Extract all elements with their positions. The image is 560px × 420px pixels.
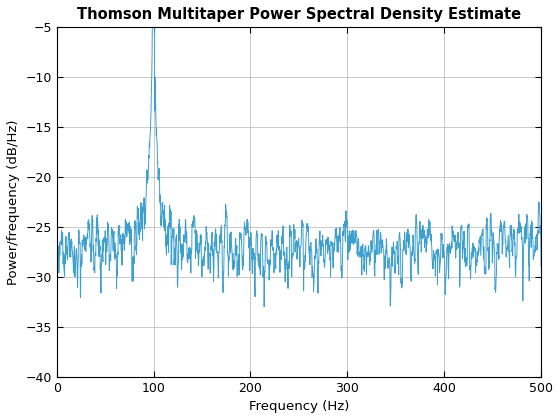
Y-axis label: Power/frequency (dB/Hz): Power/frequency (dB/Hz) xyxy=(7,119,20,285)
X-axis label: Frequency (Hz): Frequency (Hz) xyxy=(249,400,349,413)
Title: Thomson Multitaper Power Spectral Density Estimate: Thomson Multitaper Power Spectral Densit… xyxy=(77,7,521,22)
